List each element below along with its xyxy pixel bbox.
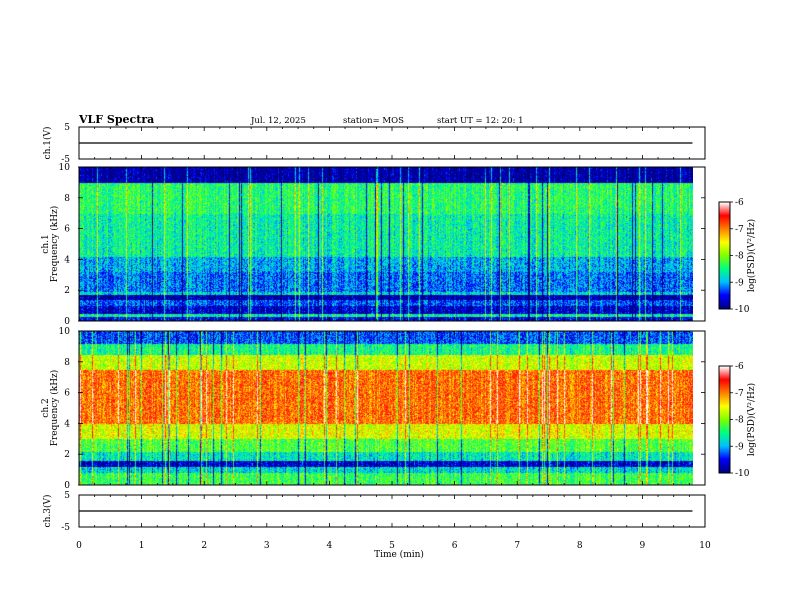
y-tick-label: 5	[64, 123, 70, 133]
colorbar-tick-label: -7	[735, 225, 744, 235]
time-axis-label: Time (min)	[374, 549, 424, 560]
colorbar-label: log(PSD)(V²/Hz)	[746, 383, 757, 456]
ch3-waveform-frame	[78, 494, 706, 528]
ch2-spectrogram-panel: 0 2 4 6 8 10 ch.2 Frequency (kHz)	[41, 327, 706, 491]
x-tick-label: 9	[640, 541, 646, 551]
time-axis: 0 1 2 3 4 5 6 7 8 9 10	[76, 541, 711, 551]
y-tick-label: 8	[64, 358, 70, 368]
y-tick-label: 8	[64, 194, 70, 204]
ch2-spectrogram-image	[79, 331, 693, 485]
x-tick-label: 6	[452, 541, 458, 551]
ch2-colorbar: -6 -7 -8 -9 -10 log(PSD)(V²/Hz)	[718, 362, 757, 479]
colorbar-tick-label: -6	[735, 198, 744, 208]
y-tick-label: 2	[64, 286, 70, 296]
ch3-waveform-panel: ch.3(V) 5 -5	[42, 491, 706, 533]
y-tick-label: 0	[64, 481, 70, 491]
x-tick-label: 1	[139, 541, 145, 551]
ch1-waveform-ylabel: ch.1(V)	[42, 127, 53, 160]
ch2-spectrogram-ylabel-channel: ch.2	[41, 398, 51, 417]
y-tick-label: 5	[64, 491, 70, 501]
x-tick-label: 8	[577, 541, 583, 551]
ch2-spectrogram-ylabel-freq: Frequency (kHz)	[49, 370, 60, 447]
y-tick-label: 10	[59, 327, 71, 337]
colorbar-tick-label: -8	[735, 416, 744, 426]
header-start-ut: start UT = 12: 20: 1	[437, 116, 524, 126]
colorbar-tick-label: -6	[735, 362, 744, 372]
y-tick-label: 0	[64, 317, 70, 327]
x-tick-label: 3	[264, 541, 270, 551]
ch1-colorbar: -6 -7 -8 -9 -10 log(PSD)(V²/Hz)	[718, 198, 757, 315]
colorbar-gradient	[719, 366, 730, 473]
ch1-waveform-frame	[78, 126, 706, 160]
x-tick-label: 10	[699, 541, 711, 551]
colorbar-tick-label: -7	[735, 389, 744, 399]
y-tick-label: 6	[64, 225, 70, 235]
ch1-spectrogram-ylabel-channel: ch.1	[41, 234, 51, 253]
y-tick-label: 2	[64, 450, 70, 460]
ch1-spectrogram-ylabel-freq: Frequency (kHz)	[49, 206, 60, 283]
ch1-waveform-panel: ch.1(V) 5 -5	[42, 123, 706, 165]
header-date: Jul. 12, 2025	[250, 116, 306, 126]
y-tick-label: -5	[61, 155, 70, 165]
ch3-waveform-ylabel: ch.3(V)	[42, 495, 53, 528]
y-tick-label: 4	[64, 419, 70, 429]
y-tick-label: 4	[64, 255, 70, 265]
colorbar-tick-label: -10	[735, 305, 750, 315]
x-tick-label: 0	[76, 541, 82, 551]
colorbar-gradient	[719, 202, 730, 309]
y-tick-label: 10	[59, 163, 71, 173]
x-tick-label: 4	[327, 541, 333, 551]
ch1-spectrogram-image	[79, 167, 693, 321]
colorbar-tick-label: -10	[735, 469, 750, 479]
header-station: station= MOS	[343, 116, 404, 126]
x-tick-label: 2	[201, 541, 207, 551]
x-tick-label: 7	[514, 541, 520, 551]
x-tick-label: 5	[389, 541, 395, 551]
y-tick-label: 6	[64, 389, 70, 399]
colorbar-tick-label: -9	[735, 278, 744, 288]
colorbar-tick-label: -9	[735, 442, 744, 452]
colorbar-tick-label: -8	[735, 252, 744, 262]
colorbar-label: log(PSD)(V²/Hz)	[746, 219, 757, 292]
figure-title: VLF Spectra	[78, 113, 154, 126]
ch1-spectrogram-panel: 0 2 4 6 8 10 ch.1 Frequency (kHz)	[41, 163, 706, 327]
y-tick-label: -5	[61, 523, 70, 533]
